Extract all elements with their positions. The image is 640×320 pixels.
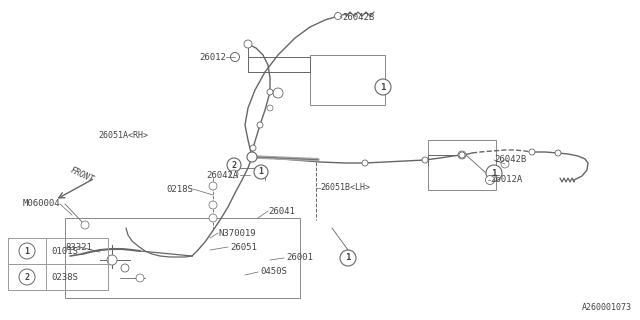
Circle shape: [81, 221, 89, 229]
Text: M060004: M060004: [22, 199, 60, 209]
Circle shape: [458, 151, 466, 159]
Circle shape: [244, 40, 252, 48]
Circle shape: [486, 165, 502, 181]
Circle shape: [529, 149, 535, 155]
Circle shape: [257, 122, 263, 128]
Text: 0101S: 0101S: [51, 246, 78, 255]
Circle shape: [422, 157, 428, 163]
Circle shape: [375, 79, 391, 95]
Circle shape: [19, 269, 35, 285]
Text: N370019: N370019: [218, 228, 255, 237]
Text: 26012: 26012: [199, 52, 226, 61]
Text: 1: 1: [24, 246, 29, 255]
Text: 26051B<LH>: 26051B<LH>: [320, 183, 370, 193]
Text: FRONT: FRONT: [68, 166, 95, 184]
Circle shape: [209, 182, 217, 190]
Circle shape: [501, 160, 509, 168]
Text: 1: 1: [380, 83, 386, 92]
Text: 1: 1: [346, 253, 351, 262]
Text: 0218S: 0218S: [166, 185, 193, 194]
Circle shape: [121, 264, 129, 272]
Circle shape: [247, 152, 257, 162]
Circle shape: [340, 250, 356, 266]
Text: 1: 1: [492, 169, 497, 178]
Circle shape: [267, 89, 273, 95]
Circle shape: [136, 274, 144, 282]
Bar: [8, 238, 108, 290]
Text: 0450S: 0450S: [260, 268, 287, 276]
Text: 1: 1: [259, 167, 264, 177]
Circle shape: [250, 145, 256, 151]
Circle shape: [227, 158, 241, 172]
Circle shape: [486, 175, 495, 185]
Circle shape: [555, 150, 561, 156]
Text: 2: 2: [232, 161, 237, 170]
Text: 2: 2: [24, 273, 29, 282]
Circle shape: [335, 12, 342, 20]
Text: A260001073: A260001073: [582, 303, 632, 313]
Circle shape: [107, 255, 117, 265]
Circle shape: [230, 52, 239, 61]
Bar: [310, 55, 385, 105]
Text: 26001: 26001: [286, 253, 313, 262]
Bar: [65, 218, 300, 298]
Circle shape: [209, 201, 217, 209]
Text: 26051: 26051: [230, 243, 257, 252]
Text: 26012A: 26012A: [490, 175, 522, 185]
Text: 26042A: 26042A: [206, 171, 238, 180]
Text: 0238S: 0238S: [51, 273, 78, 282]
Circle shape: [230, 170, 238, 178]
Circle shape: [209, 214, 217, 222]
Circle shape: [254, 165, 268, 179]
Bar: [428, 140, 496, 190]
Text: 26051A<RH>: 26051A<RH>: [98, 131, 148, 140]
Circle shape: [459, 152, 465, 158]
Circle shape: [273, 88, 283, 98]
Circle shape: [362, 160, 368, 166]
Text: 26041: 26041: [268, 206, 295, 215]
Circle shape: [19, 243, 35, 259]
Text: 26042B: 26042B: [342, 13, 374, 22]
Text: 26042B: 26042B: [494, 156, 526, 164]
Circle shape: [267, 105, 273, 111]
Text: 83321: 83321: [65, 243, 92, 252]
